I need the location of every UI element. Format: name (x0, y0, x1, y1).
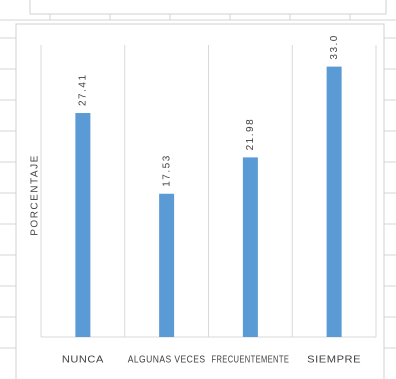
bar (75, 113, 91, 337)
data-label: 21.98 (245, 118, 256, 151)
bar (242, 157, 258, 337)
sheet-grid (0, 14, 396, 349)
y-axis-label: PORCENTAJE (30, 154, 41, 236)
bar (326, 66, 342, 338)
bar (159, 193, 175, 337)
data-label: 33.09 (329, 27, 340, 60)
data-label: 17.53 (161, 154, 172, 187)
chart-frame-above (29, 0, 387, 15)
plot-area: 27.41 17.53 21.98 33.09 (40, 27, 377, 338)
x-tick-label: FRECUENTEMENTE (212, 355, 290, 366)
data-label: 27.41 (78, 73, 89, 106)
x-tick-label: NUNCA (62, 355, 104, 366)
x-tick-label: ALGUNAS VECES (128, 355, 206, 366)
x-tick-label: SIEMPRE (307, 355, 361, 366)
